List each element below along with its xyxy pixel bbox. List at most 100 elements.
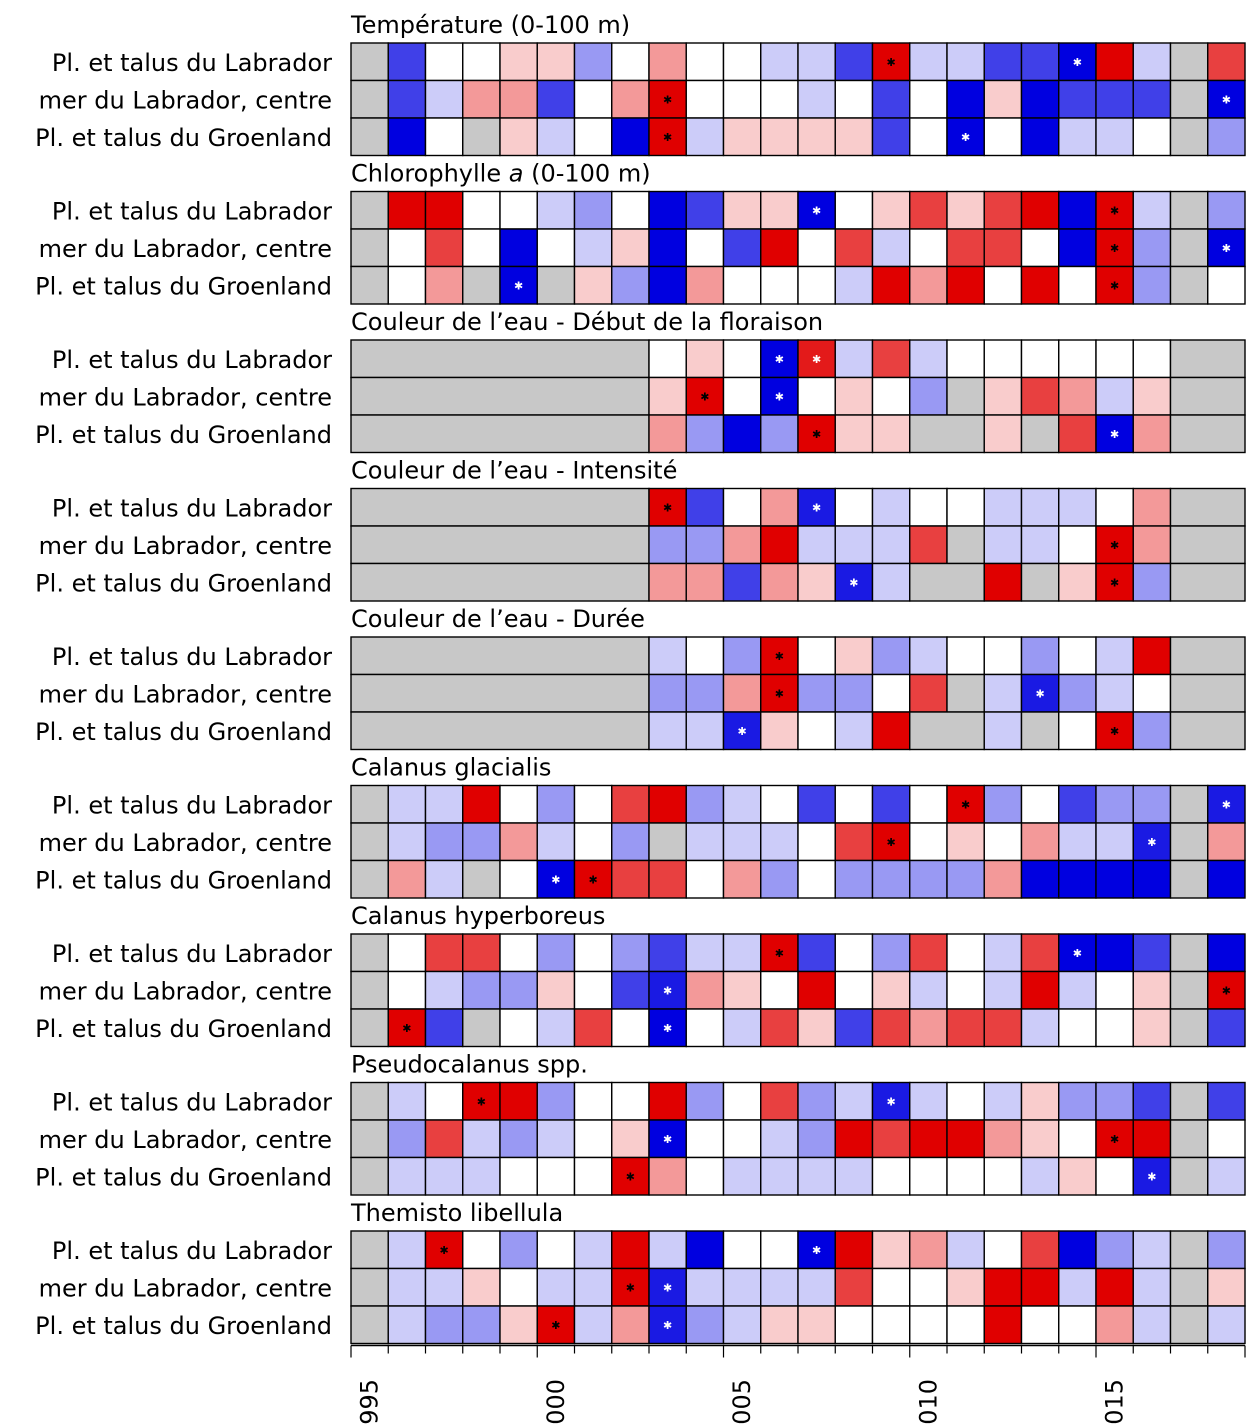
heatmap-cell xyxy=(871,265,911,305)
heatmap-cell xyxy=(1058,970,1097,1010)
row-label: Pl. et talus du Labrador xyxy=(52,494,332,522)
x-axis: 1995 2000 2005 2010 2015 xyxy=(350,1344,1246,1426)
heatmap-cell xyxy=(1207,1305,1246,1345)
heatmap-cell xyxy=(722,117,762,157)
heatmap-cell xyxy=(424,42,464,82)
heatmap-cell xyxy=(946,933,985,973)
heatmap-cell xyxy=(1095,1156,1134,1196)
heatmap-cell xyxy=(834,117,874,157)
heatmap-cell xyxy=(1058,117,1097,157)
heatmap-cell xyxy=(387,42,427,82)
heatmap-cell xyxy=(834,414,874,454)
heatmap-cell xyxy=(685,265,725,305)
heatmap-cell xyxy=(834,79,874,119)
row-label: Pl. et talus du Labrador xyxy=(52,1088,332,1116)
heatmap-cell xyxy=(424,265,464,305)
heatmap-cell xyxy=(424,117,464,157)
extreme-marker: ✱ xyxy=(551,873,560,886)
missing-cell xyxy=(350,1230,389,1270)
heatmap-cell xyxy=(387,117,427,157)
heatmap-cell xyxy=(462,970,501,1010)
heatmap-cell xyxy=(462,228,501,268)
heatmap-cell xyxy=(1058,822,1097,862)
heatmap-cell xyxy=(983,228,1023,268)
heatmap-cell xyxy=(946,970,985,1010)
heatmap-cell xyxy=(1095,933,1134,973)
heatmap-cell xyxy=(871,1008,911,1048)
heatmap-cell xyxy=(1207,933,1246,973)
row-label: Pl. et talus du Groenland xyxy=(35,718,332,746)
heatmap-cell xyxy=(462,1305,501,1345)
heatmap-cell xyxy=(760,117,799,157)
row-label: Pl. et talus du Groenland xyxy=(35,272,332,300)
panel-3: Couleur de l’eau - Intensité Pl. et talus… xyxy=(35,457,1246,602)
heatmap-cell xyxy=(387,190,427,230)
heatmap-cell xyxy=(499,79,538,119)
extreme-marker: ✱ xyxy=(1110,428,1119,441)
heatmap-cell xyxy=(387,1305,427,1345)
missing-cell xyxy=(1169,190,1209,230)
heatmap-cell xyxy=(871,970,911,1010)
panel-7: Pseudocalanus spp. Pl. et talus du Labrad… xyxy=(35,1051,1246,1196)
heatmap-cell xyxy=(760,1230,799,1270)
heatmap-cell xyxy=(946,79,985,119)
heatmap-cell xyxy=(648,117,687,157)
heatmap-cell xyxy=(909,1230,948,1270)
heatmap-cell xyxy=(648,228,687,268)
missing-cell xyxy=(350,970,389,1010)
heatmap-cell xyxy=(983,1081,1023,1121)
missing-cell xyxy=(350,265,389,305)
missing-cell xyxy=(350,414,650,454)
heatmap-cell xyxy=(722,1267,762,1307)
heatmap-cell xyxy=(499,822,538,862)
heatmap-cell xyxy=(871,1305,911,1345)
heatmap-cell xyxy=(834,190,874,230)
missing-cell xyxy=(946,376,985,416)
heatmap-cell xyxy=(797,79,836,119)
heatmap-cell xyxy=(424,1119,464,1159)
missing-cell xyxy=(350,376,650,416)
extreme-marker: ✱ xyxy=(663,501,672,514)
heatmap-cell xyxy=(648,190,687,230)
extreme-marker: ✱ xyxy=(663,131,672,144)
heatmap-cell xyxy=(1058,636,1097,676)
heatmap-cell xyxy=(722,784,762,824)
heatmap-cell xyxy=(834,673,874,713)
row-label: Pl. et talus du Groenland xyxy=(35,1015,332,1043)
heatmap-cell xyxy=(722,265,762,305)
heatmap-cell xyxy=(648,1267,687,1307)
heatmap-cell xyxy=(797,673,836,713)
heatmap-cell xyxy=(536,1008,576,1048)
heatmap-cell xyxy=(648,376,687,416)
heatmap-cell xyxy=(573,1008,613,1048)
heatmap-cell xyxy=(648,1081,687,1121)
heatmap-cell xyxy=(462,822,501,862)
heatmap-cell xyxy=(611,1305,650,1345)
row-label: Pl. et talus du Groenland xyxy=(35,569,332,597)
heatmap-cell xyxy=(499,1305,538,1345)
heatmap-cell xyxy=(909,1119,948,1159)
heatmap-cell xyxy=(1207,1156,1246,1196)
heatmap-cell xyxy=(1132,673,1172,713)
heatmap-cell xyxy=(424,228,464,268)
heatmap-cell xyxy=(1132,1305,1172,1345)
missing-cell xyxy=(1169,673,1246,713)
heatmap-cell xyxy=(760,190,799,230)
missing-cell xyxy=(350,562,650,602)
heatmap-cell xyxy=(685,1008,725,1048)
row-label: mer du Labrador, centre xyxy=(39,1126,332,1154)
panel-title: Themisto libellula xyxy=(350,1199,563,1227)
heatmap-cell xyxy=(499,190,538,230)
heatmap-cell xyxy=(983,1230,1023,1270)
heatmap-cell xyxy=(1020,42,1060,82)
heatmap-cell xyxy=(983,79,1023,119)
extreme-marker: ✱ xyxy=(775,687,784,700)
heatmap-cell xyxy=(760,265,799,305)
heatmap-cell xyxy=(983,711,1023,751)
heatmap-cell xyxy=(909,822,948,862)
extreme-marker: ✱ xyxy=(663,93,672,106)
heatmap-cell xyxy=(871,487,911,527)
heatmap-cell xyxy=(462,1230,501,1270)
missing-cell xyxy=(1169,1008,1209,1048)
heatmap-cell xyxy=(1132,339,1172,379)
